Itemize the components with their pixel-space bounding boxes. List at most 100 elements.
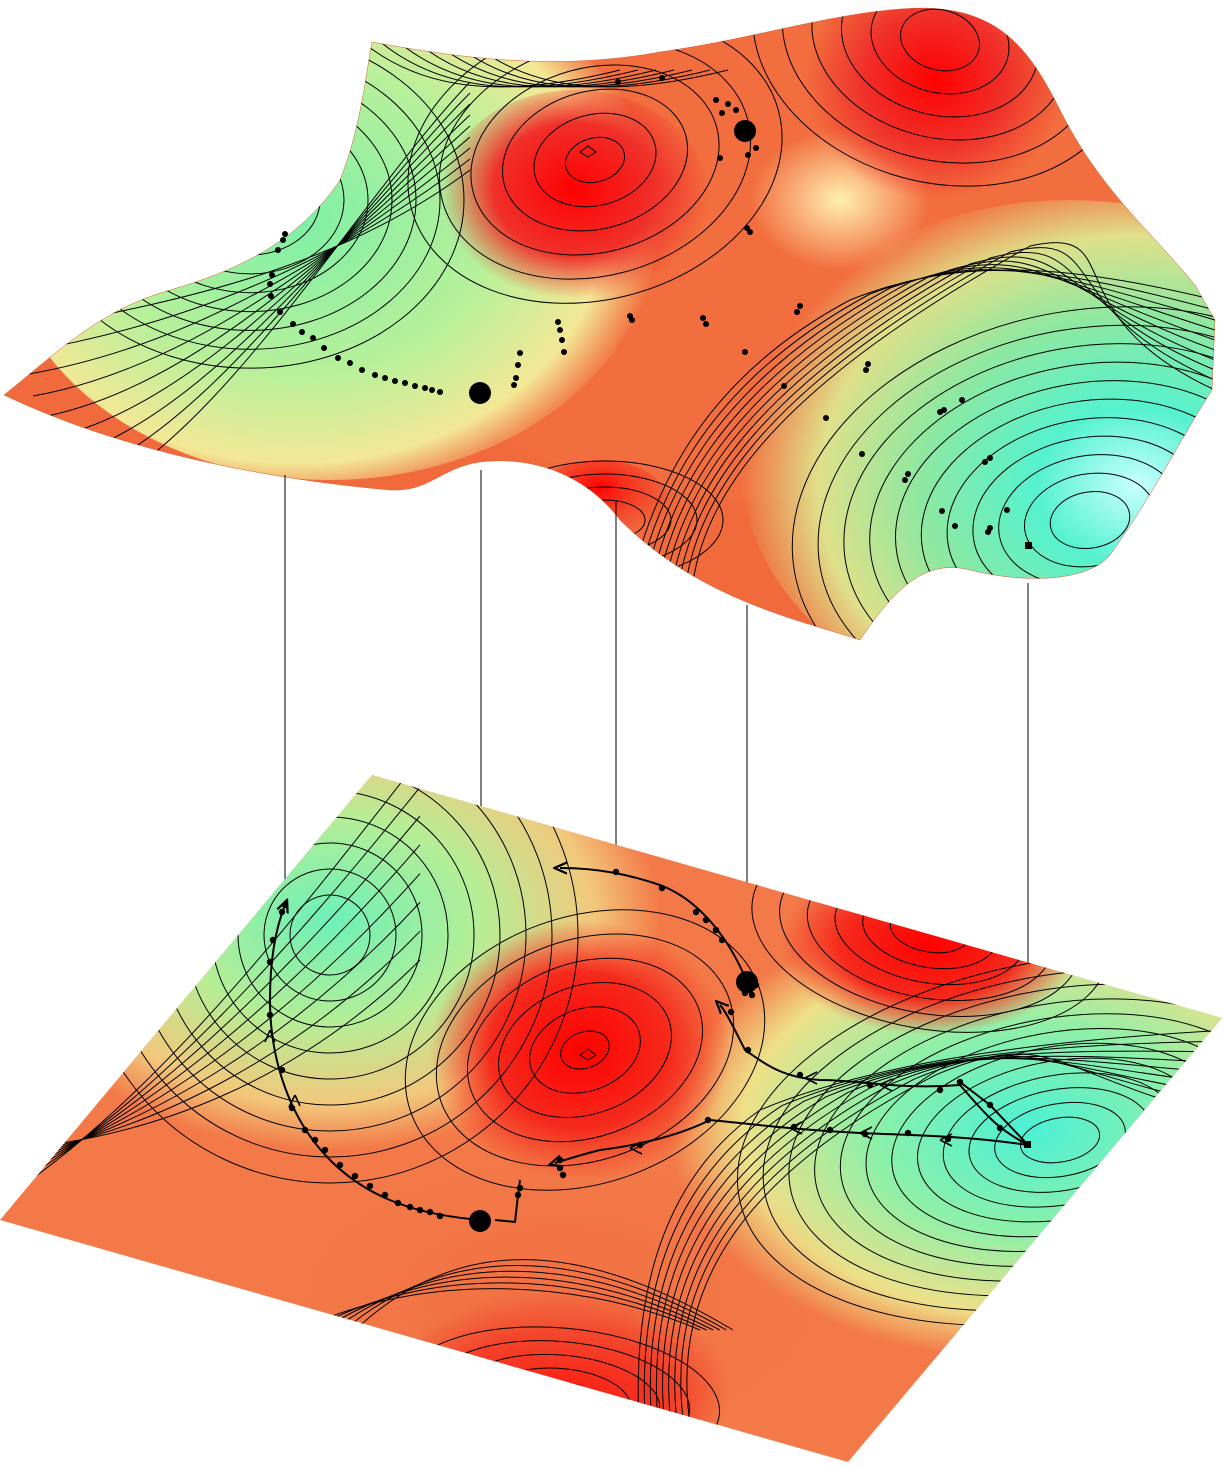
plane-contour-center-peak [435,933,735,1167]
center-peak-top-marker-2d [579,1048,597,1061]
surface-path-dot [437,389,443,395]
center-peak-top-marker-3d [579,145,597,158]
surface-path-dot [310,335,316,341]
surface-path-dot [559,337,565,343]
plane-path-dot [559,1171,567,1179]
surface-center-peak [440,90,710,310]
surface-3d [3,7,1216,641]
surface-path-dot [382,375,388,381]
plane-path-dot [612,868,620,876]
plane-path-dot [718,936,726,944]
plane-contour-line [674,1057,1222,1441]
surface-contour-line [395,39,657,88]
surface-path-dot [517,350,523,356]
surface-contour-line [431,39,693,88]
surface-contour-line [359,39,621,88]
plane-path-dot [269,936,277,944]
surface-contour-line [667,256,1215,640]
plane-contour-left-basin [263,868,397,1002]
plane-path-dot [556,1164,564,1172]
plane-arrowheads [264,1029,953,1155]
surface-path-dot [402,380,408,386]
plane-path-dot [956,1078,964,1086]
surface-path-dot [937,409,943,415]
plane-path-dot [311,1136,319,1144]
plane-path-dot [826,1126,834,1134]
surface-path-dots [267,75,1010,535]
plane-path-dots [266,868,1004,1220]
surface-path-dot [513,375,519,381]
surface-path-dot [429,387,435,393]
minimum-marker-2d [1024,1141,1031,1148]
surface-contour-line [627,269,1215,640]
surface-path-dot [275,247,281,253]
plane-contour-right-basin [994,1101,1126,1179]
plane-path-dot [321,1146,329,1154]
surface-contour-line [413,39,675,88]
plane-contour-center-peak [498,982,672,1118]
surface-contour-right-basin [817,324,1215,640]
surface-contour-line [635,269,1215,640]
plane-contour-line [643,1040,1222,1441]
surface-contour-center-peak [533,112,657,208]
surface-contour-right-basin [843,343,1215,640]
plane-contour-line [0,786,421,1194]
surface-path-dot [347,360,353,366]
surface-contour-line [377,39,639,88]
plane-path-dot [866,1081,874,1089]
surface-path-dot [615,79,621,85]
plane-path-dot [301,1126,309,1134]
plane-contour-center-peak [529,1006,641,1094]
saddle-right-marker-3d [734,120,756,142]
surface-path-dot [863,367,869,373]
plane-contour-line [680,1055,1222,1441]
surface-path-dot [392,378,398,384]
surface-path-dot [713,97,719,103]
plane-contour-line [668,1058,1222,1441]
plane-path-dot [278,1066,286,1074]
plane-path-dot [426,1208,434,1216]
surface-path-dot [985,529,991,535]
plane-back-peak [780,855,1080,1035]
plane-contour-line [343,1264,727,1331]
surface-path-dot [987,455,993,461]
plane-path-dot [381,1191,389,1199]
surface-path-dot [952,523,958,529]
plane-path-dot [986,1101,994,1109]
surface-path-dot [511,382,517,388]
surface-path-dot [725,101,731,107]
surface-path-dot [515,362,521,368]
surface-path-dot [561,349,567,355]
plane-contour-line [0,873,421,1173]
plane-path-dot [996,1124,1004,1132]
surface-path-dot [733,107,739,113]
surface-contour-line [690,242,1215,640]
surface-path-dot [823,415,829,421]
surface-path-dot [902,477,908,483]
plane-path-dot [702,916,710,924]
surface-path-dot [742,349,748,355]
surface-path-dot [700,315,706,321]
plane-path-dot [351,1172,359,1180]
plane-contour-line [321,1276,714,1331]
plane-path-dot [556,1156,564,1164]
surface-path-dot [939,508,945,514]
surface-contour-center-peak [470,64,720,256]
surface-contour-line [28,147,471,375]
plane-contour-line [0,902,421,1165]
plane-path-dot [266,1011,274,1019]
surface-path-dot [753,145,759,151]
contour-plane [0,775,1222,1462]
plane-contour-line [655,1055,1222,1441]
saddle-left-marker-2d [469,1210,491,1232]
plane-path-dot [416,1206,424,1214]
surface-path-dot [859,451,865,457]
plane-path-dot [658,884,666,892]
surface-path-dot [321,345,327,351]
surface-path-dot [269,272,275,278]
plane-path-dot [748,991,756,999]
path-minimum-to-right-saddle [720,1005,1029,1146]
plane-path-dot [796,1071,804,1079]
